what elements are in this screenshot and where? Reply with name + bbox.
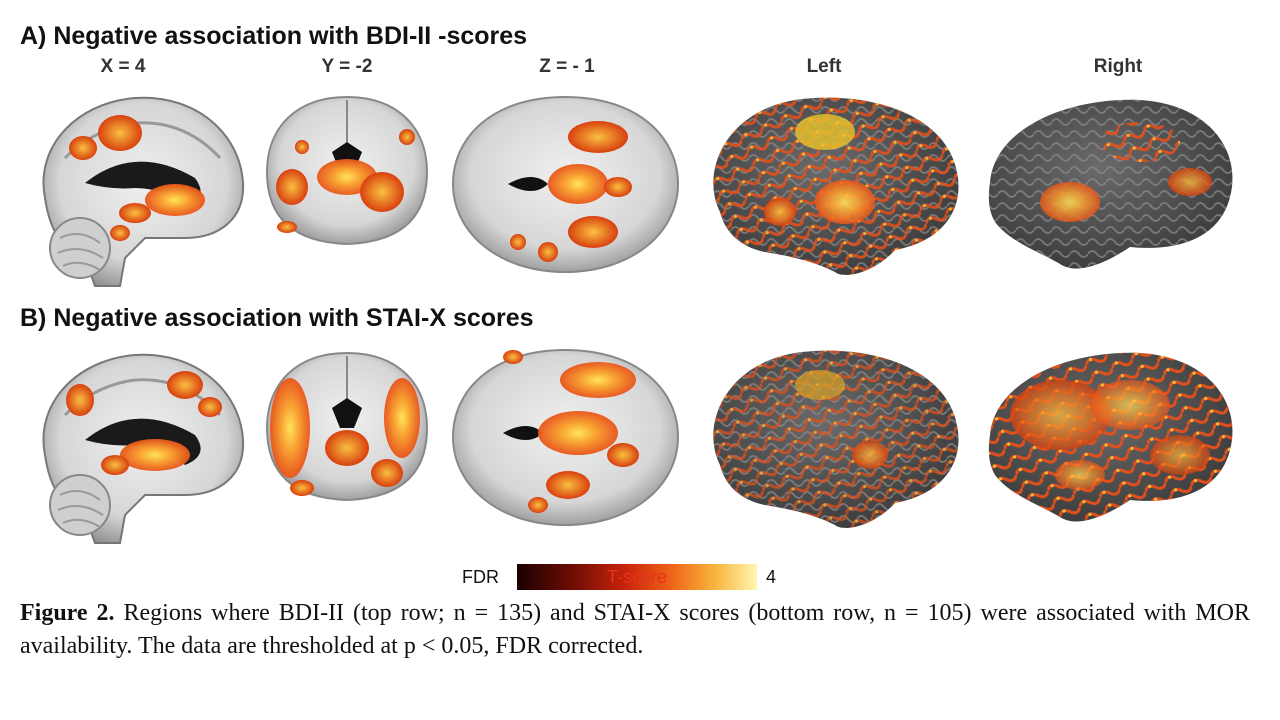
colorbar-gradient: [517, 564, 757, 590]
sagittal-slice-a: [42, 96, 245, 287]
column-label-right: Right: [1093, 56, 1143, 77]
axial-slice-a: [451, 95, 680, 274]
column-label-coronal: Y = -2: [321, 56, 373, 77]
column-label-sagittal: X = 4: [100, 56, 146, 77]
column-label-axial: Z = - 1: [539, 56, 595, 77]
colorbar-title: T-score: [606, 567, 667, 587]
coronal-slice-b: [265, 351, 429, 502]
right-hemisphere-surface-a: [988, 99, 1233, 269]
axial-slice-b: [451, 348, 680, 527]
left-hemisphere-surface-b: [713, 350, 959, 529]
panel-b-title: B) Negative association with STAI-X scor…: [20, 304, 534, 332]
left-hemisphere-surface-a: [713, 97, 959, 276]
panel-a-title: A) Negative association with BDI-II -sco…: [20, 22, 528, 50]
colorbar-max-label: 4: [766, 567, 777, 587]
figure-caption-text: Regions where BDI-II (top row; n = 135) …: [20, 600, 1251, 659]
figure-caption: Figure 2. Regions where BDI-II (top row;…: [20, 597, 1250, 663]
sagittal-slice-b: [42, 353, 245, 544]
colorbar-min-label: FDR: [462, 567, 499, 587]
column-label-left: Left: [806, 56, 842, 77]
figure-caption-label: Figure 2.: [20, 600, 115, 626]
right-hemisphere-surface-b: [988, 352, 1233, 522]
coronal-slice-a: [265, 95, 429, 246]
